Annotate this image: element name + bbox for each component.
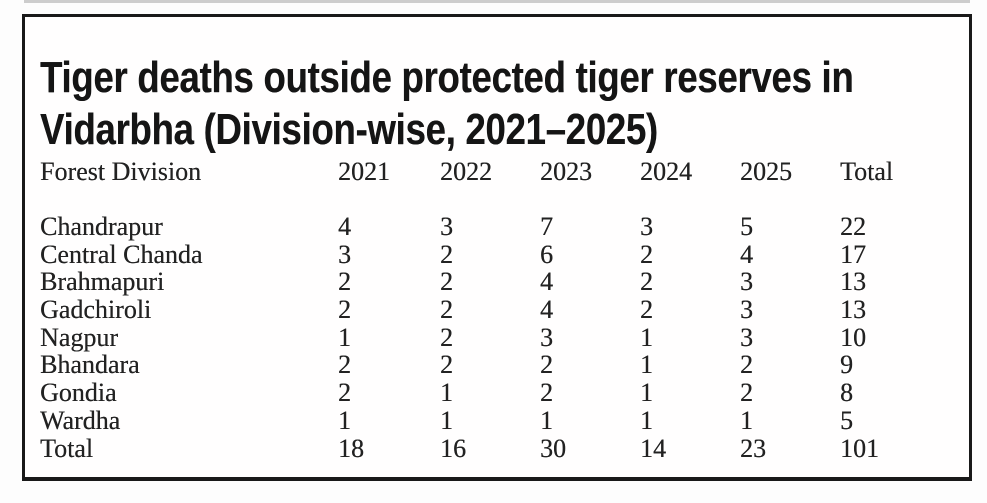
value-cell: 16 xyxy=(440,433,466,463)
row-total-cell: 13 xyxy=(840,267,866,297)
value-cell: 1 xyxy=(640,378,653,408)
value-cell: 6 xyxy=(540,239,553,269)
table-body: Chandrapur 4 3 7 3 5 22 Central Chanda 3… xyxy=(40,213,952,462)
value-cell: 2 xyxy=(440,295,453,325)
column-header-2024: 2024 xyxy=(640,157,692,186)
value-cell: 4 xyxy=(338,212,351,241)
row-total-cell: 5 xyxy=(840,405,853,435)
column-header-total: Total xyxy=(840,157,894,186)
value-cell: 2 xyxy=(440,267,453,297)
division-name-cell: Chandrapur xyxy=(40,212,163,241)
value-cell: 7 xyxy=(540,212,553,241)
value-cell: 4 xyxy=(540,295,553,325)
value-cell: 2 xyxy=(338,267,351,297)
row-total-cell: 101 xyxy=(840,433,879,463)
table-header-row: Forest Division 2021 2022 2023 2024 2025… xyxy=(40,158,952,186)
value-cell: 2 xyxy=(440,350,453,380)
table-row-nagpur: Nagpur 1 2 3 1 3 10 xyxy=(40,324,952,352)
value-cell: 2 xyxy=(338,295,351,325)
value-cell: 3 xyxy=(440,212,453,241)
division-name-cell: Bhandara xyxy=(40,350,140,380)
table-row-bhandara: Bhandara 2 2 2 1 2 9 xyxy=(40,351,952,379)
value-cell: 2 xyxy=(740,350,753,380)
value-cell: 4 xyxy=(540,267,553,297)
division-name-cell: Central Chanda xyxy=(40,239,203,269)
scan-edge-artifact xyxy=(24,0,970,3)
value-cell: 3 xyxy=(740,267,753,297)
row-total-cell: 8 xyxy=(840,378,853,408)
value-cell: 3 xyxy=(740,322,753,352)
value-cell: 23 xyxy=(740,433,766,463)
value-cell: 3 xyxy=(740,295,753,325)
value-cell: 1 xyxy=(540,405,553,435)
value-cell: 1 xyxy=(338,405,351,435)
page-title: Tiger deaths outside protected tiger res… xyxy=(40,52,854,156)
infographic-box: Tiger deaths outside protected tiger res… xyxy=(22,14,972,481)
value-cell: 5 xyxy=(740,212,753,241)
value-cell: 3 xyxy=(640,212,653,241)
column-header-2023: 2023 xyxy=(540,157,592,186)
value-cell: 1 xyxy=(440,378,453,408)
table-row-gondia: Gondia 2 1 2 1 2 8 xyxy=(40,379,952,407)
value-cell: 1 xyxy=(740,405,753,435)
row-total-cell: 13 xyxy=(840,295,866,325)
title-line-2: Vidarbha (Division-wise, 2021–2025) xyxy=(40,105,658,155)
row-total-cell: 10 xyxy=(840,322,866,352)
value-cell: 2 xyxy=(540,350,553,380)
value-cell: 2 xyxy=(640,267,653,297)
division-name-cell: Nagpur xyxy=(40,322,118,352)
table-row-wardha: Wardha 1 1 1 1 1 5 xyxy=(40,407,952,435)
value-cell: 2 xyxy=(440,322,453,352)
division-name-cell: Gondia xyxy=(40,378,117,408)
value-cell: 14 xyxy=(640,433,666,463)
value-cell: 2 xyxy=(440,239,453,269)
value-cell: 18 xyxy=(338,433,364,463)
row-total-cell: 22 xyxy=(840,212,866,241)
data-table: Forest Division 2021 2022 2023 2024 2025… xyxy=(40,158,952,462)
column-header-2022: 2022 xyxy=(440,157,492,186)
value-cell: 1 xyxy=(440,405,453,435)
division-name-cell: Brahmapuri xyxy=(40,267,165,297)
value-cell: 4 xyxy=(740,239,753,269)
column-header-2025: 2025 xyxy=(740,157,792,186)
value-cell: 2 xyxy=(540,378,553,408)
title-line-1: Tiger deaths outside protected tiger res… xyxy=(40,53,854,103)
table-row-chandrapur: Chandrapur 4 3 7 3 5 22 xyxy=(40,213,952,241)
division-name-cell: Wardha xyxy=(40,405,121,435)
row-total-cell: 9 xyxy=(840,350,853,380)
value-cell: 1 xyxy=(640,405,653,435)
division-name-cell: Total xyxy=(40,433,94,463)
division-name-cell: Gadchiroli xyxy=(40,295,152,325)
value-cell: 2 xyxy=(338,378,351,408)
value-cell: 3 xyxy=(338,239,351,269)
column-header-2021: 2021 xyxy=(338,157,390,186)
table-row-central-chanda: Central Chanda 3 2 6 2 4 17 xyxy=(40,239,952,269)
value-cell: 1 xyxy=(640,350,653,380)
value-cell: 1 xyxy=(640,322,653,352)
table-row-total: Total 18 16 30 14 23 101 xyxy=(40,433,952,463)
table-row-brahmapuri: Brahmapuri 2 2 4 2 3 13 xyxy=(40,268,952,296)
value-cell: 1 xyxy=(338,322,351,352)
column-header-forest-division: Forest Division xyxy=(40,157,202,186)
value-cell: 2 xyxy=(640,239,653,269)
value-cell: 2 xyxy=(640,295,653,325)
value-cell: 30 xyxy=(540,433,566,463)
value-cell: 2 xyxy=(338,350,351,380)
row-total-cell: 17 xyxy=(840,239,866,269)
table-row-gadchiroli: Gadchiroli 2 2 4 2 3 13 xyxy=(40,296,952,324)
value-cell: 3 xyxy=(540,322,553,352)
value-cell: 2 xyxy=(740,378,753,408)
